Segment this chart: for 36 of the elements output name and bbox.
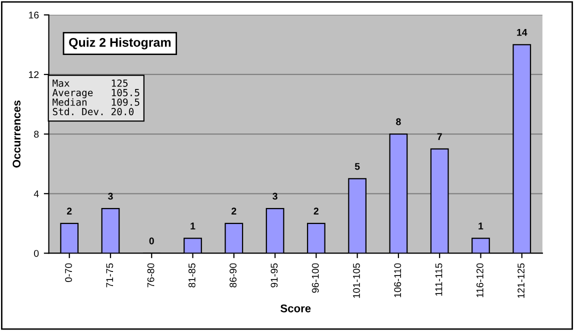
data-label: 0 <box>149 237 154 244</box>
x-tick-label: 76-80 <box>147 263 154 288</box>
annotation: Average 105.5 <box>52 88 140 98</box>
x-tick-label: 106-110 <box>394 263 402 298</box>
x-tick-label: 111-115 <box>435 263 442 296</box>
y-tick-label: 0 <box>34 250 39 257</box>
x-tick-label: 121-125 <box>518 263 524 298</box>
annotation: Max 125 <box>52 79 128 87</box>
y-tick-label: 4 <box>34 190 39 198</box>
x-tick-label: 71-75 <box>106 263 114 288</box>
x-tick-label: 0-70 <box>65 263 72 282</box>
annotation: Median 109.5 <box>52 98 140 106</box>
y-tick-label: 8 <box>34 130 39 138</box>
text: Quiz 2 Histogram <box>69 38 171 50</box>
data-label: 2 <box>66 208 72 214</box>
x-tick-label: 96-100 <box>312 263 319 293</box>
data-label: 8 <box>396 118 401 126</box>
data-label: 2 <box>314 208 318 214</box>
x-tick-label: 91-95 <box>270 263 278 288</box>
x-tick-label: 116-120 <box>476 263 484 298</box>
x-tick-label: 86-90 <box>230 263 237 288</box>
x-tick-label: 81-85 <box>188 263 196 288</box>
data-label: 3 <box>108 192 113 200</box>
annotation: Std. Dev. 20.0 <box>52 108 134 116</box>
data-label: 2 <box>232 208 236 214</box>
data-label: 5 <box>354 163 360 170</box>
data-label: 1 <box>478 222 484 230</box>
data-label: 14 <box>517 29 528 36</box>
y-axis-title: Occurrences <box>12 100 21 168</box>
data-label: 1 <box>190 222 196 230</box>
y-tick-label: 12 <box>28 71 39 78</box>
data-label: 7 <box>437 133 442 140</box>
x-tick-label: 101-105 <box>353 263 360 298</box>
x-axis-title: Score <box>280 304 311 312</box>
y-tick-label: 16 <box>28 12 39 19</box>
data-label: 3 <box>272 192 278 200</box>
